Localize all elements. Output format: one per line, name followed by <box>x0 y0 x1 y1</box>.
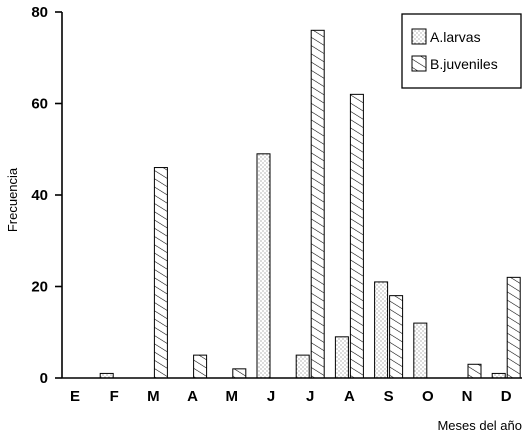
bar-juveniles-2 <box>153 167 168 379</box>
x-tick-label-1: F <box>110 388 119 405</box>
legend-label-juveniles: B.juveniles <box>430 56 498 72</box>
bar-juveniles-7 <box>349 93 364 379</box>
x-tick-label-8: S <box>384 388 394 405</box>
bar-juveniles-6 <box>310 29 325 379</box>
bar-larvas-5 <box>256 153 271 379</box>
x-axis-label: Meses del año <box>437 418 522 433</box>
x-tick-label-4: M <box>226 388 239 405</box>
x-tick-label-3: A <box>187 388 198 405</box>
bar-juveniles-10 <box>467 363 482 379</box>
legend-box <box>401 13 522 89</box>
legend-swatch-larvas <box>411 28 427 45</box>
y-axis-label: Frecuencia <box>5 167 20 232</box>
y-tick-label-1: 20 <box>31 279 48 296</box>
y-tick-label-4: 80 <box>31 4 48 21</box>
x-tick-label-11: D <box>501 388 512 405</box>
bars-group <box>99 29 521 379</box>
bar-juveniles-3 <box>193 354 208 379</box>
legend-label-larvas: A.larvas <box>430 29 481 45</box>
bar-larvas-8 <box>374 281 389 379</box>
y-tick-label-0: 0 <box>40 370 48 387</box>
x-tick-label-2: M <box>147 388 160 405</box>
bar-larvas-6 <box>295 354 310 379</box>
x-tick-label-6: J <box>306 388 314 405</box>
x-tick-label-9: O <box>422 388 434 405</box>
bar-larvas-9 <box>413 322 428 379</box>
legend-swatch-juveniles <box>411 55 427 72</box>
bar-juveniles-8 <box>389 295 404 379</box>
y-axis-ticks: 0 20 40 60 80 <box>31 4 62 387</box>
legend: A.larvas B.juveniles <box>401 13 522 89</box>
x-tick-label-5: J <box>267 388 275 405</box>
y-tick-label-2: 40 <box>31 187 48 204</box>
bar-juveniles-11 <box>506 276 521 379</box>
bar-larvas-7 <box>334 336 349 379</box>
x-tick-label-10: N <box>462 388 473 405</box>
x-tick-label-0: E <box>70 388 80 405</box>
x-tick-label-7: A <box>344 388 355 405</box>
bar-juveniles-4 <box>232 368 247 379</box>
y-tick-label-3: 60 <box>31 96 48 113</box>
